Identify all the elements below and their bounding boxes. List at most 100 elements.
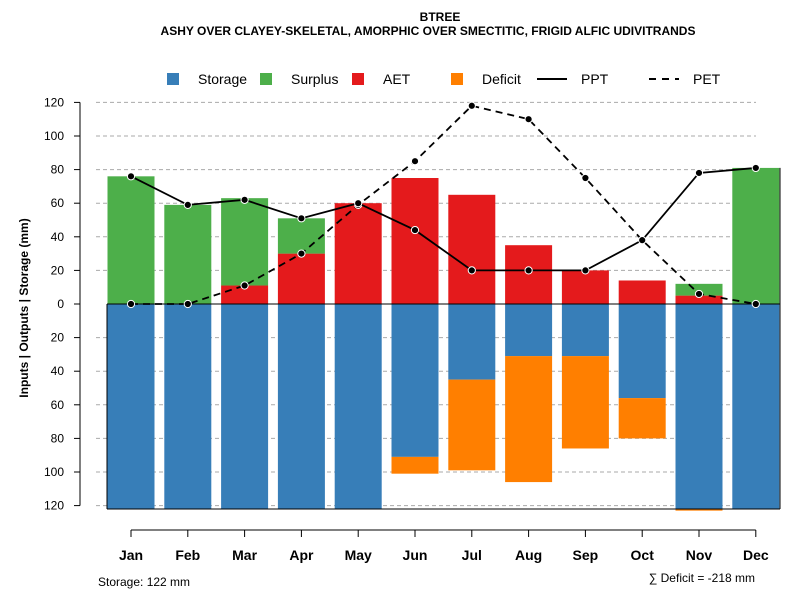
bar-aet <box>334 203 382 304</box>
legend-label-storage: Storage <box>198 71 247 87</box>
bar-storage <box>561 304 609 357</box>
bar-storage <box>732 304 780 509</box>
bar-surplus <box>107 176 155 304</box>
y-tick-label: 100 <box>44 129 64 143</box>
y-axis: 120 100 80 60 40 20 0 20 40 60 80 100 120 <box>44 95 81 513</box>
bar-deficit <box>448 379 496 471</box>
bar-aet <box>675 295 723 304</box>
point-pet <box>297 249 306 258</box>
bar-storage <box>164 304 212 509</box>
point-pet <box>751 299 760 309</box>
x-axis: Jan Feb Mar Apr May Jun Jul Aug Sep Oct Nov Dec <box>119 529 769 563</box>
bar-aet <box>618 280 666 304</box>
x-tick-label: Dec <box>743 547 769 563</box>
point-pet <box>694 289 704 299</box>
legend-swatch-deficit <box>451 73 463 85</box>
point-ppt <box>410 225 420 235</box>
legend-label-ppt: PPT <box>581 71 609 87</box>
y-tick-label: 120 <box>44 95 64 109</box>
point-ppt <box>694 168 704 178</box>
legend-label-deficit: Deficit <box>482 71 521 87</box>
bar-surplus <box>675 283 723 296</box>
y-tick-label: 20 <box>51 263 65 277</box>
bar-storage <box>221 304 269 509</box>
point-ppt <box>524 266 533 275</box>
point-ppt <box>240 195 249 204</box>
x-tick-label: Apr <box>289 547 314 563</box>
legend-label-surplus: Surplus <box>291 71 338 87</box>
x-tick-label: Jul <box>462 547 482 563</box>
x-tick-label: Feb <box>175 547 200 563</box>
bar-deficit <box>561 356 609 449</box>
legend-label-aet: AET <box>383 71 411 87</box>
point-pet <box>240 281 249 290</box>
x-tick-label: Jun <box>403 547 428 563</box>
point-pet <box>410 157 420 166</box>
bar-aet <box>448 194 496 304</box>
point-pet <box>581 173 590 183</box>
chart-subtitle: ASHY OVER CLAYEY-SKELETAL, AMORPHIC OVER… <box>161 24 696 38</box>
point-ppt <box>354 199 363 208</box>
bar-deficit <box>675 508 723 511</box>
bar-deficit <box>505 356 553 483</box>
bar-storage <box>505 304 553 357</box>
point-ppt <box>638 236 647 245</box>
y-tick-label: 40 <box>51 230 65 244</box>
legend: Storage Surplus AET Deficit PPT PET <box>167 71 721 87</box>
y-tick-label: 100 <box>44 465 64 479</box>
x-tick-label: May <box>345 547 372 563</box>
point-ppt <box>126 172 136 181</box>
line-ppt <box>130 167 756 272</box>
point-pet <box>467 101 476 110</box>
x-tick-label: Aug <box>515 547 542 563</box>
y-tick-label: 120 <box>44 499 64 513</box>
bar-storage <box>675 304 723 509</box>
bar-storage <box>448 304 496 380</box>
bar-deficit <box>391 456 439 474</box>
legend-swatch-aet <box>352 73 364 85</box>
bar-aet <box>561 270 609 304</box>
y-tick-label: 20 <box>51 331 65 345</box>
point-ppt <box>581 266 590 275</box>
y-tick-label: 80 <box>51 163 65 177</box>
lines <box>126 101 760 309</box>
y-tick-label: 0 <box>57 297 64 311</box>
bars <box>106 167 781 511</box>
legend-swatch-surplus <box>260 73 272 85</box>
legend-label-pet: PET <box>693 71 721 87</box>
bar-deficit <box>618 398 666 439</box>
y-tick-label: 80 <box>51 431 65 445</box>
x-tick-label: Sep <box>573 547 599 563</box>
bar-storage <box>277 304 325 509</box>
point-ppt <box>467 266 476 275</box>
storage-label: Storage: 122 mm <box>98 575 190 589</box>
bar-surplus <box>221 198 269 286</box>
x-tick-label: Oct <box>631 547 655 563</box>
point-pet <box>126 299 136 309</box>
bar-surplus <box>277 218 325 254</box>
bar-storage <box>107 304 155 509</box>
y-axis-label: Inputs | Outputs | Storage (mm) <box>17 218 31 397</box>
point-ppt <box>751 163 760 173</box>
legend-swatch-storage <box>167 73 179 85</box>
deficit-label: ∑ Deficit = -218 mm <box>649 571 755 585</box>
bar-aet <box>277 253 325 304</box>
y-tick-label: 40 <box>51 364 65 378</box>
bar-aet <box>221 285 269 304</box>
x-tick-label: Nov <box>686 547 713 563</box>
y-tick-label: 60 <box>51 398 65 412</box>
x-tick-label: Mar <box>232 547 257 563</box>
y-tick-label: 60 <box>51 196 65 210</box>
point-pet <box>524 115 533 124</box>
bar-storage <box>334 304 382 509</box>
bar-surplus <box>732 167 780 304</box>
point-ppt <box>297 214 306 223</box>
bar-surplus <box>164 204 212 304</box>
chart-title: BTREE <box>420 10 461 24</box>
bar-storage <box>391 304 439 457</box>
bar-aet <box>505 245 553 304</box>
point-pet <box>183 299 192 309</box>
x-tick-label: Jan <box>119 547 143 563</box>
point-ppt <box>183 200 192 209</box>
